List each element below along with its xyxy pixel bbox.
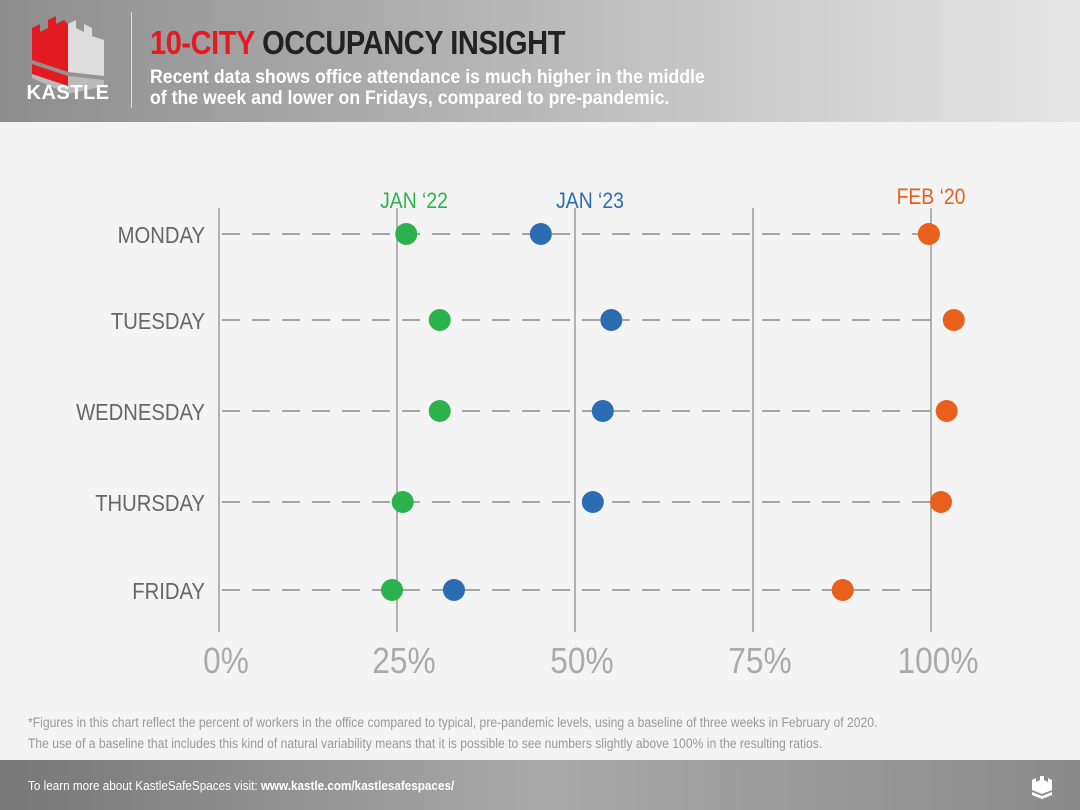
day-label: FRIDAY [132,578,205,605]
footer-text: To learn more about KastleSafeSpaces vis… [28,778,454,793]
data-point [391,491,414,513]
data-point [395,223,418,245]
data-point [591,400,614,422]
title-red: 10-CITY [150,24,255,61]
data-point [581,491,604,513]
data-point [428,309,451,331]
legend-label: FEB ‘20 [897,185,966,209]
subtitle: Recent data shows office attendance is m… [150,67,745,109]
x-tick-label: 100% [898,641,979,681]
x-tick-label: 75% [728,641,791,681]
footnote: *Figures in this chart reflect the perce… [28,712,964,754]
data-point [600,309,623,331]
subtitle-line: Recent data shows office attendance is m… [150,67,705,88]
divider [131,12,132,108]
data-point [917,223,940,245]
page-title: 10-CITY OCCUPANCY INSIGHT [150,24,565,62]
footer: To learn more about KastleSafeSpaces vis… [0,760,1080,810]
data-point [942,309,965,331]
subtitle-line: of the week and lower on Fridays, compar… [150,88,670,109]
day-label: WEDNESDAY [76,399,205,426]
title-dark: OCCUPANCY INSIGHT [262,24,566,61]
footer-link[interactable]: www.kastle.com/kastlesafespaces/ [260,778,455,793]
kastle-small-logo-icon [1032,776,1052,799]
day-label: THURSDAY [95,490,205,517]
data-point [935,400,958,422]
footer-label: To learn more about KastleSafeSpaces vis… [28,778,261,793]
data-point [929,491,952,513]
header: KASTLE 10-CITY OCCUPANCY INSIGHT Recent … [0,0,1080,122]
data-point [428,400,451,422]
footnote-line: *Figures in this chart reflect the perce… [28,715,878,730]
legend-label: JAN ‘23 [556,189,624,213]
footnote-line: The use of a baseline that includes this… [28,736,823,751]
data-point [831,579,854,601]
day-label: TUESDAY [111,308,205,335]
x-tick-label: 25% [372,641,435,681]
logo-text: KASTLE [26,82,110,104]
day-label: MONDAY [118,222,205,249]
data-point [442,579,465,601]
legend-label: JAN ‘22 [380,189,448,213]
data-point [381,579,404,601]
x-tick-label: 50% [550,641,613,681]
x-tick-label: 0% [203,641,249,681]
data-point [529,223,552,245]
kastle-logo-icon [32,16,104,94]
